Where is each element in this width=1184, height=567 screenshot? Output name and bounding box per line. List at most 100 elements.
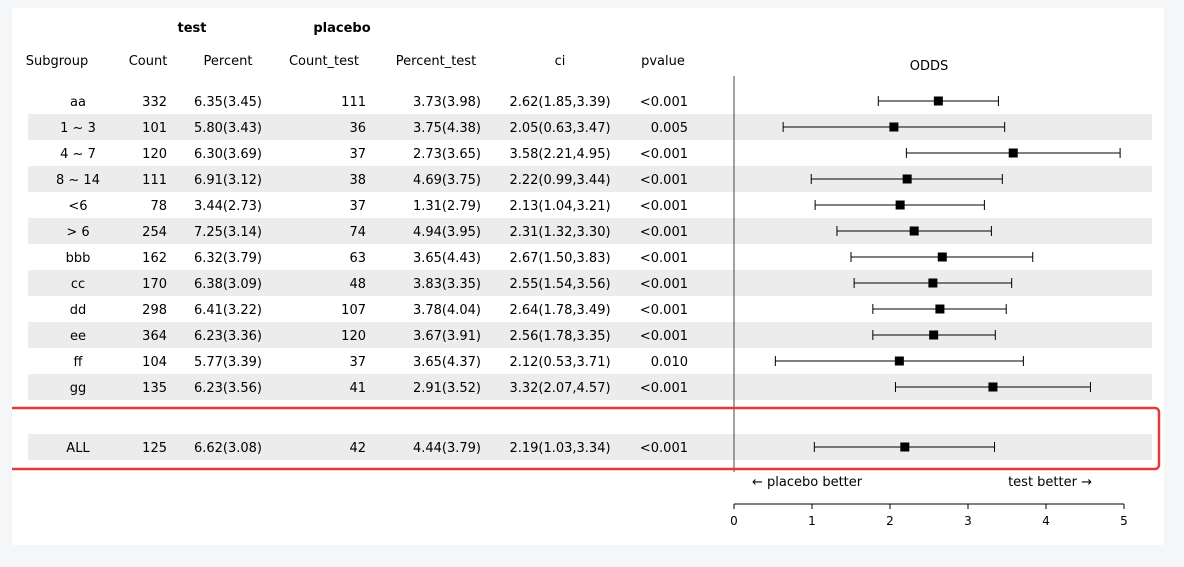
x-tick-label: 1 [808,514,816,528]
odds-header: ODDS [910,59,949,74]
estimate-marker [894,356,904,366]
cell-subgroup: 8 ~ 14 [56,173,100,188]
table-rows: aa 332 6.35(3.45) 111 3.73(3.98) 2.62(1.85,3.… [56,95,688,456]
cell-count-test: 41 [349,381,366,396]
cell-percent-test: 3.75(4.38) [413,121,481,136]
cell-percent: 5.80(3.43) [194,121,262,136]
cell-subgroup: dd [70,303,87,318]
cell-count-test: 111 [341,95,366,110]
cell-subgroup: > 6 [66,225,89,240]
cell-ci: 2.13(1.04,3.21) [509,199,610,214]
cell-percent: 6.38(3.09) [194,277,262,292]
cell-pvalue: <0.001 [640,147,688,162]
cell-subgroup: aa [70,95,86,110]
cell-count: 364 [142,329,167,344]
x-tick-label: 4 [1042,514,1050,528]
estimate-marker [933,96,943,106]
cell-percent: 5.77(3.39) [194,355,262,370]
cell-subgroup: 1 ~ 3 [60,121,96,136]
cell-subgroup: ff [74,355,84,370]
cell-pvalue: <0.001 [640,441,688,456]
cell-count: 125 [142,441,167,456]
cell-percent: 6.30(3.69) [194,147,262,162]
cell-pvalue: <0.001 [640,277,688,292]
cell-count-test: 74 [349,225,366,240]
cell-count: 135 [142,381,167,396]
cell-pvalue: <0.001 [640,251,688,266]
cell-ci: 2.55(1.54,3.56) [509,277,610,292]
cell-ci: 3.32(2.07,4.57) [509,381,610,396]
cell-pvalue: <0.001 [640,173,688,188]
cell-count-test: 48 [349,277,366,292]
cell-subgroup: gg [70,381,87,396]
cell-count-test: 37 [349,147,366,162]
col-header-count-test: Count_test [289,54,359,69]
all-row-highlight-box [12,406,1161,471]
cell-count-test: 107 [341,303,366,318]
cell-subgroup: cc [71,277,85,292]
cell-ci: 2.19(1.03,3.34) [509,441,610,456]
cell-pvalue: <0.001 [640,329,688,344]
col-header-ci: ci [555,54,566,69]
estimate-marker [929,330,939,340]
cell-percent-test: 4.69(3.75) [413,173,481,188]
cell-percent: 6.62(3.08) [194,441,262,456]
x-tick-label: 2 [886,514,894,528]
cell-count-test: 63 [349,251,366,266]
cell-count-test: 42 [349,441,366,456]
cell-count: 162 [142,251,167,266]
col-header-count: Count [129,54,168,69]
cell-ci: 2.64(1.78,3.49) [509,303,610,318]
cell-count: 120 [142,147,167,162]
cell-ci: 3.58(2.21,4.95) [509,147,610,162]
cell-percent: 3.44(2.73) [194,199,262,214]
col-header-pvalue: pvalue [641,54,685,69]
cell-percent: 6.32(3.79) [194,251,262,266]
col-header-percent: Percent [204,54,253,69]
cell-count: 170 [142,277,167,292]
forest-plot-canvas: test placebo Subgroup Count Percent Coun… [12,8,1164,545]
col-header-percent-test: Percent_test [396,54,476,69]
cell-percent: 6.23(3.56) [194,381,262,396]
cell-ci: 2.56(1.78,3.35) [509,329,610,344]
cell-percent-test: 2.91(3.52) [413,381,481,396]
cell-ci: 2.67(1.50,3.83) [509,251,610,266]
cell-pvalue: 0.010 [651,355,688,370]
estimate-marker [902,174,912,184]
group-header-test: test [178,21,207,36]
cell-ci: 2.31(1.32,3.30) [509,225,610,240]
cell-count: 78 [150,199,167,214]
cell-count-test: 36 [349,121,366,136]
cell-percent-test: 3.67(3.91) [413,329,481,344]
forest-marks [733,76,1121,472]
estimate-marker [895,200,905,210]
cell-percent: 6.23(3.36) [194,329,262,344]
cell-pvalue: <0.001 [640,95,688,110]
table-headers: test placebo Subgroup Count Percent Coun… [26,21,949,74]
cell-subgroup: ee [70,329,86,344]
cell-count: 298 [142,303,167,318]
arrow-label-placebo-better: ← placebo better [752,475,863,490]
x-tick-label: 5 [1120,514,1128,528]
cell-count: 254 [142,225,167,240]
cell-count: 111 [142,173,167,188]
cell-count-test: 38 [349,173,366,188]
x-tick-label: 3 [964,514,972,528]
cell-pvalue: <0.001 [640,199,688,214]
estimate-marker [937,252,947,262]
cell-count-test: 120 [341,329,366,344]
cell-percent-test: 3.83(3.35) [413,277,481,292]
cell-percent: 6.41(3.22) [194,303,262,318]
cell-subgroup: ALL [66,441,90,456]
cell-ci: 2.05(0.63,3.47) [509,121,610,136]
cell-count: 104 [142,355,167,370]
forest-plot-svg: test placebo Subgroup Count Percent Coun… [12,21,1161,528]
cell-pvalue: <0.001 [640,303,688,318]
cell-percent-test: 4.94(3.95) [413,225,481,240]
cell-ci: 2.22(0.99,3.44) [509,173,610,188]
cell-subgroup: bbb [66,251,91,266]
x-axis: 0 1 2 3 4 5 [730,503,1128,528]
cell-count-test: 37 [349,355,366,370]
cell-pvalue: <0.001 [640,225,688,240]
cell-pvalue: <0.001 [640,381,688,396]
